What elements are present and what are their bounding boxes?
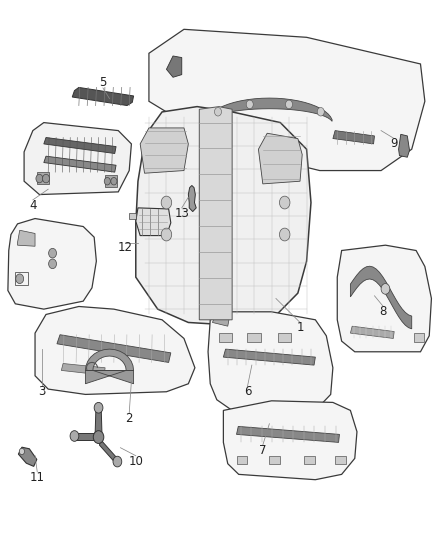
Circle shape: [246, 100, 253, 109]
Text: 4: 4: [29, 199, 37, 212]
Polygon shape: [18, 230, 35, 246]
Polygon shape: [258, 133, 302, 184]
Circle shape: [215, 108, 222, 116]
Text: 11: 11: [30, 471, 45, 483]
Polygon shape: [57, 335, 171, 362]
Polygon shape: [269, 456, 280, 464]
Polygon shape: [212, 312, 230, 326]
Text: 10: 10: [128, 455, 143, 467]
Text: 9: 9: [390, 138, 398, 150]
Circle shape: [36, 174, 43, 183]
Polygon shape: [85, 349, 134, 384]
Circle shape: [161, 228, 172, 241]
Polygon shape: [335, 456, 346, 464]
Polygon shape: [61, 364, 105, 375]
Circle shape: [161, 196, 172, 209]
Polygon shape: [35, 306, 195, 394]
Polygon shape: [219, 333, 232, 342]
Text: 1: 1: [296, 321, 304, 334]
Polygon shape: [105, 175, 117, 187]
Polygon shape: [414, 333, 424, 342]
Polygon shape: [37, 172, 49, 184]
Polygon shape: [237, 456, 247, 464]
Text: 13: 13: [174, 207, 189, 220]
Polygon shape: [350, 326, 394, 338]
Polygon shape: [72, 87, 134, 106]
Polygon shape: [350, 266, 412, 329]
Circle shape: [42, 174, 49, 183]
Polygon shape: [237, 426, 339, 442]
Polygon shape: [129, 213, 136, 219]
Polygon shape: [44, 138, 116, 154]
Circle shape: [93, 431, 104, 443]
Polygon shape: [247, 333, 261, 342]
Polygon shape: [136, 107, 311, 325]
Polygon shape: [18, 447, 37, 466]
Text: 6: 6: [244, 385, 251, 398]
Circle shape: [113, 456, 122, 467]
Polygon shape: [74, 433, 101, 440]
Circle shape: [381, 284, 390, 294]
Polygon shape: [223, 349, 315, 365]
Circle shape: [111, 177, 117, 185]
Circle shape: [317, 108, 324, 116]
Polygon shape: [166, 56, 182, 77]
Polygon shape: [337, 245, 431, 352]
Polygon shape: [136, 208, 171, 236]
Text: 2: 2: [125, 412, 133, 425]
Polygon shape: [199, 107, 232, 320]
Polygon shape: [95, 408, 102, 437]
Polygon shape: [99, 440, 118, 464]
Circle shape: [94, 402, 103, 413]
Circle shape: [49, 248, 57, 258]
Text: 12: 12: [117, 241, 132, 254]
Polygon shape: [207, 98, 332, 122]
Circle shape: [104, 177, 110, 185]
Circle shape: [279, 196, 290, 209]
Circle shape: [70, 431, 79, 441]
Polygon shape: [208, 312, 333, 410]
Polygon shape: [44, 156, 116, 172]
Text: 3: 3: [38, 385, 45, 398]
Polygon shape: [140, 128, 188, 173]
Text: 8: 8: [380, 305, 387, 318]
Circle shape: [286, 100, 293, 109]
Polygon shape: [223, 401, 357, 480]
Polygon shape: [333, 131, 374, 144]
Polygon shape: [149, 29, 425, 171]
Circle shape: [49, 259, 57, 269]
Polygon shape: [8, 219, 96, 309]
Circle shape: [16, 274, 24, 284]
Polygon shape: [399, 134, 410, 157]
Circle shape: [279, 228, 290, 241]
Polygon shape: [188, 185, 196, 212]
Text: 7: 7: [259, 444, 267, 457]
Text: 5: 5: [99, 76, 106, 89]
Polygon shape: [278, 333, 291, 342]
Polygon shape: [24, 123, 131, 195]
Circle shape: [19, 448, 25, 455]
Polygon shape: [304, 456, 315, 464]
